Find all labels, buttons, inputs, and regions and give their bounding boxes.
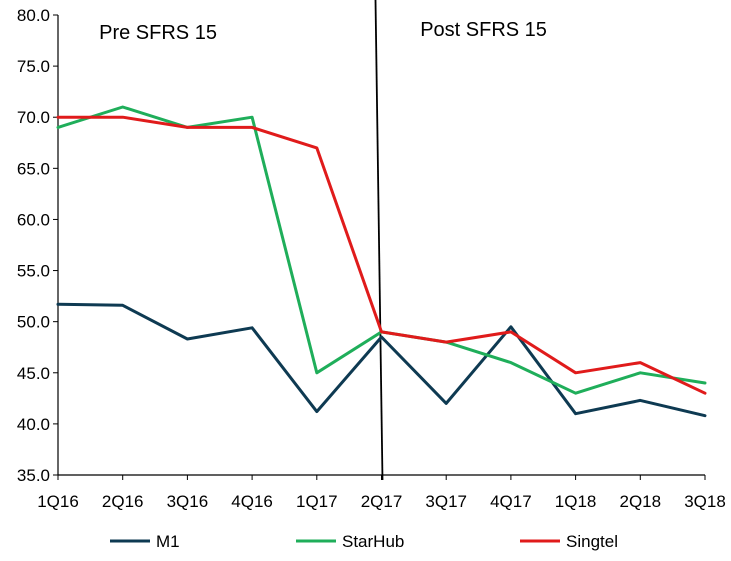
y-tick-label: 80.0: [17, 6, 50, 25]
x-tick-label: 4Q16: [231, 492, 273, 511]
legend-label: StarHub: [342, 532, 404, 551]
series-line-m1: [56, 302, 707, 418]
x-tick-label: 4Q17: [490, 492, 532, 511]
annotations: Pre SFRS 15 Post SFRS 15: [99, 19, 547, 44]
x-tick-label: 1Q17: [296, 492, 338, 511]
legend: M1 StarHub Singtel: [110, 532, 618, 551]
x-tick-label: 2Q17: [361, 492, 403, 511]
y-tick-label: 60.0: [17, 210, 50, 229]
divider-line: [374, 0, 384, 481]
legend-label: M1: [156, 532, 180, 551]
x-tick-label: 1Q16: [37, 492, 79, 511]
x-tick-label: 3Q16: [167, 492, 209, 511]
sfrs-divider: [374, 0, 384, 481]
y-tick-label: 35.0: [17, 466, 50, 485]
x-tick-label: 2Q16: [102, 492, 144, 511]
x-tick-label: 3Q18: [684, 492, 726, 511]
y-tick-label: 45.0: [17, 364, 50, 383]
axes: 35.0 40.0 45.0 50.0 55.0 60.0 65.0 70.0 75.0 80.0…: [17, 6, 726, 511]
y-tick-label: 70.0: [17, 108, 50, 127]
annotation-label: Post SFRS 15: [420, 19, 547, 41]
y-tick-label: 40.0: [17, 415, 50, 434]
y-tick-label: 75.0: [17, 57, 50, 76]
annotation-label: Pre SFRS 15: [99, 22, 217, 44]
x-tick-label: 3Q17: [425, 492, 467, 511]
x-tick-label: 2Q18: [620, 492, 662, 511]
series-lines: [56, 105, 707, 418]
y-tick-label: 50.0: [17, 313, 50, 332]
legend-label: Singtel: [566, 532, 618, 551]
y-tick-label: 55.0: [17, 262, 50, 281]
y-tick-label: 65.0: [17, 159, 50, 178]
x-tick-label: 1Q18: [555, 492, 597, 511]
series-line-singtel: [56, 115, 707, 395]
